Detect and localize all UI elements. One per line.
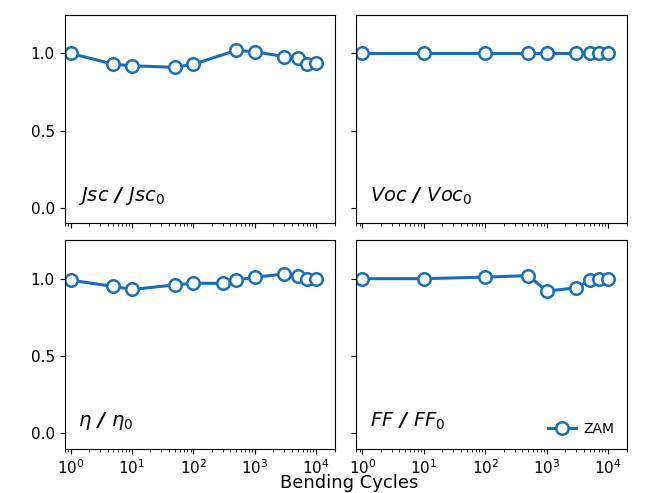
ZAM bbox=[359, 50, 366, 56]
Line: ZAM: ZAM bbox=[65, 268, 322, 296]
ZAM bbox=[313, 60, 320, 66]
ZAM bbox=[525, 50, 532, 56]
ZAM bbox=[171, 282, 179, 288]
ZAM bbox=[586, 50, 594, 56]
ZAM bbox=[604, 50, 612, 56]
ZAM bbox=[543, 288, 550, 294]
ZAM bbox=[543, 50, 550, 56]
ZAM bbox=[572, 285, 580, 291]
ZAM bbox=[67, 277, 74, 283]
ZAM bbox=[128, 63, 136, 69]
ZAM bbox=[110, 61, 118, 67]
ZAM bbox=[595, 50, 603, 56]
ZAM bbox=[294, 55, 302, 61]
ZAM bbox=[294, 273, 302, 279]
ZAM bbox=[303, 61, 311, 67]
ZAM bbox=[586, 277, 594, 283]
ZAM bbox=[595, 276, 603, 282]
ZAM bbox=[233, 277, 240, 283]
ZAM bbox=[67, 50, 74, 56]
ZAM bbox=[481, 274, 489, 280]
Text: $\mathit{Voc}$ / $\mathit{Voc}_0$: $\mathit{Voc}$ / $\mathit{Voc}_0$ bbox=[370, 185, 472, 207]
ZAM bbox=[303, 276, 311, 282]
Line: ZAM: ZAM bbox=[356, 47, 614, 60]
ZAM bbox=[251, 49, 259, 55]
ZAM bbox=[171, 65, 179, 70]
ZAM bbox=[313, 276, 320, 282]
ZAM bbox=[233, 47, 240, 53]
Text: $\mathit{Jsc}$ / $\mathit{Jsc}_0$: $\mathit{Jsc}$ / $\mathit{Jsc}_0$ bbox=[78, 185, 165, 207]
ZAM bbox=[525, 273, 532, 279]
ZAM bbox=[128, 286, 136, 292]
Text: Bending Cycles: Bending Cycles bbox=[280, 474, 418, 492]
ZAM bbox=[110, 283, 118, 289]
Legend: ZAM: ZAM bbox=[543, 417, 620, 442]
ZAM bbox=[359, 276, 366, 282]
ZAM bbox=[280, 54, 288, 60]
ZAM bbox=[219, 281, 227, 286]
ZAM bbox=[189, 281, 197, 286]
ZAM bbox=[251, 274, 259, 280]
ZAM bbox=[420, 50, 428, 56]
ZAM bbox=[604, 276, 612, 282]
ZAM bbox=[420, 276, 428, 282]
ZAM bbox=[189, 61, 197, 67]
ZAM bbox=[481, 50, 489, 56]
Text: $\eta$ / $\eta$$_0$: $\eta$ / $\eta$$_0$ bbox=[78, 410, 134, 432]
Line: ZAM: ZAM bbox=[356, 269, 614, 297]
Line: ZAM: ZAM bbox=[65, 44, 322, 73]
Text: $\mathit{FF}$ / $\mathit{FF}_0$: $\mathit{FF}$ / $\mathit{FF}_0$ bbox=[370, 411, 445, 432]
ZAM bbox=[280, 271, 288, 277]
ZAM bbox=[572, 50, 580, 56]
